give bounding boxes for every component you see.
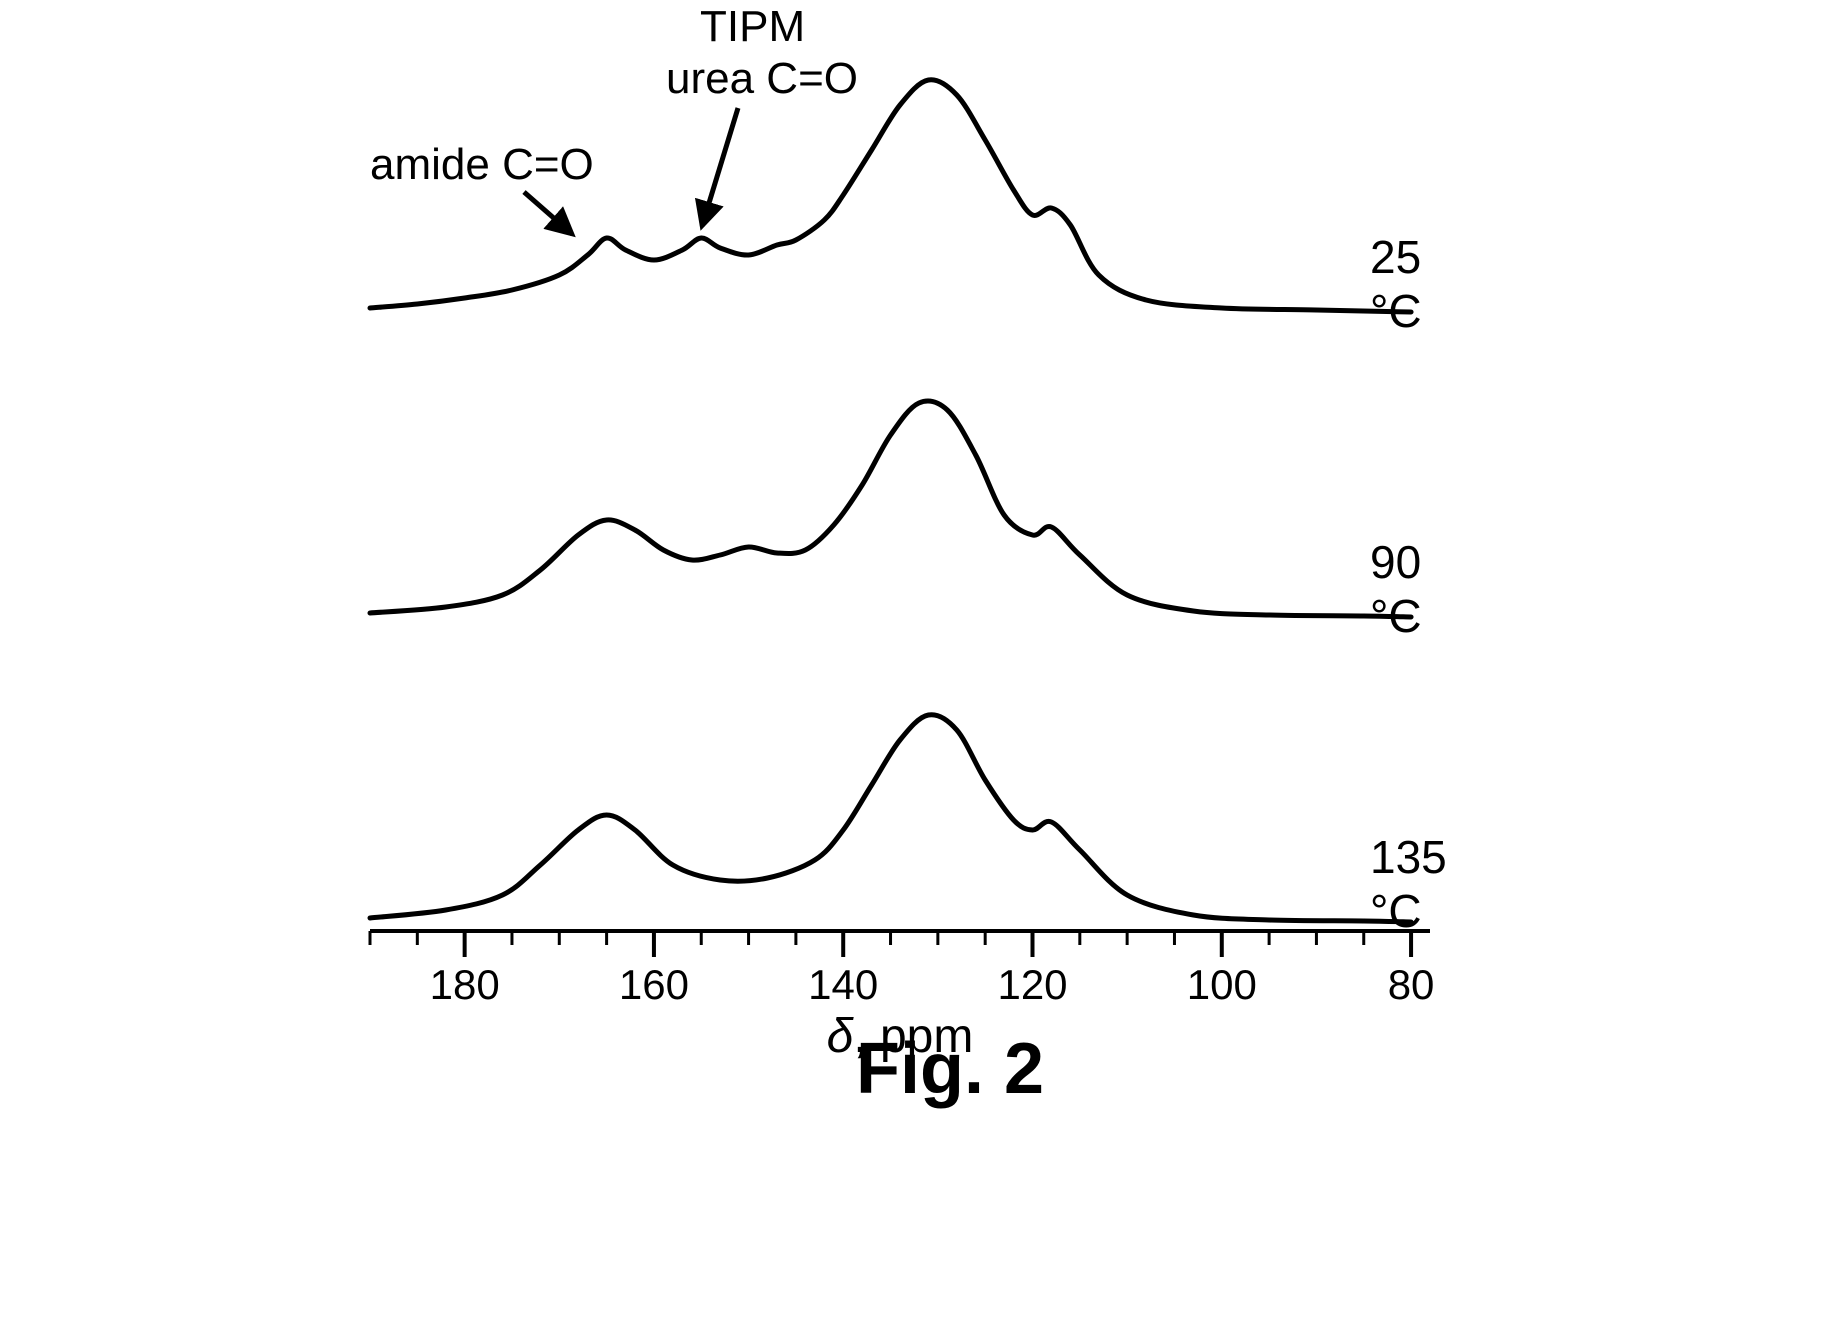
x-tick-label: 140 — [808, 961, 878, 1009]
temperature-label: 135 °C — [1370, 830, 1450, 938]
spectra-stack: 25 °C90 °C135 °CTIPMurea C=Oamide C=O180… — [350, 50, 1450, 1000]
x-tick-label: 80 — [1388, 961, 1435, 1009]
x-tick-label: 100 — [1187, 961, 1257, 1009]
temperature-label: 25 °C — [1370, 230, 1450, 338]
temperature-label: 90 °C — [1370, 535, 1450, 643]
x-tick-label: 160 — [619, 961, 689, 1009]
annotation-tipm: TIPM — [700, 2, 805, 52]
x-tick-label: 180 — [430, 961, 500, 1009]
spectrum-curve — [350, 355, 1450, 665]
annotation-amide: amide C=O — [370, 140, 594, 190]
figure-container: 25 °C90 °C135 °CTIPMurea C=Oamide C=O180… — [350, 50, 1550, 1150]
spectrum-s25: 25 °C — [350, 50, 1450, 360]
spectrum-curve — [350, 50, 1450, 360]
x-tick-label: 120 — [997, 961, 1067, 1009]
annotation-urea: urea C=O — [666, 54, 858, 104]
figure-caption: Fig. 2 — [856, 1028, 1044, 1110]
x-axis: 18016014012010080δ, ppm — [350, 923, 1450, 1043]
spectrum-s90: 90 °C — [350, 355, 1450, 665]
